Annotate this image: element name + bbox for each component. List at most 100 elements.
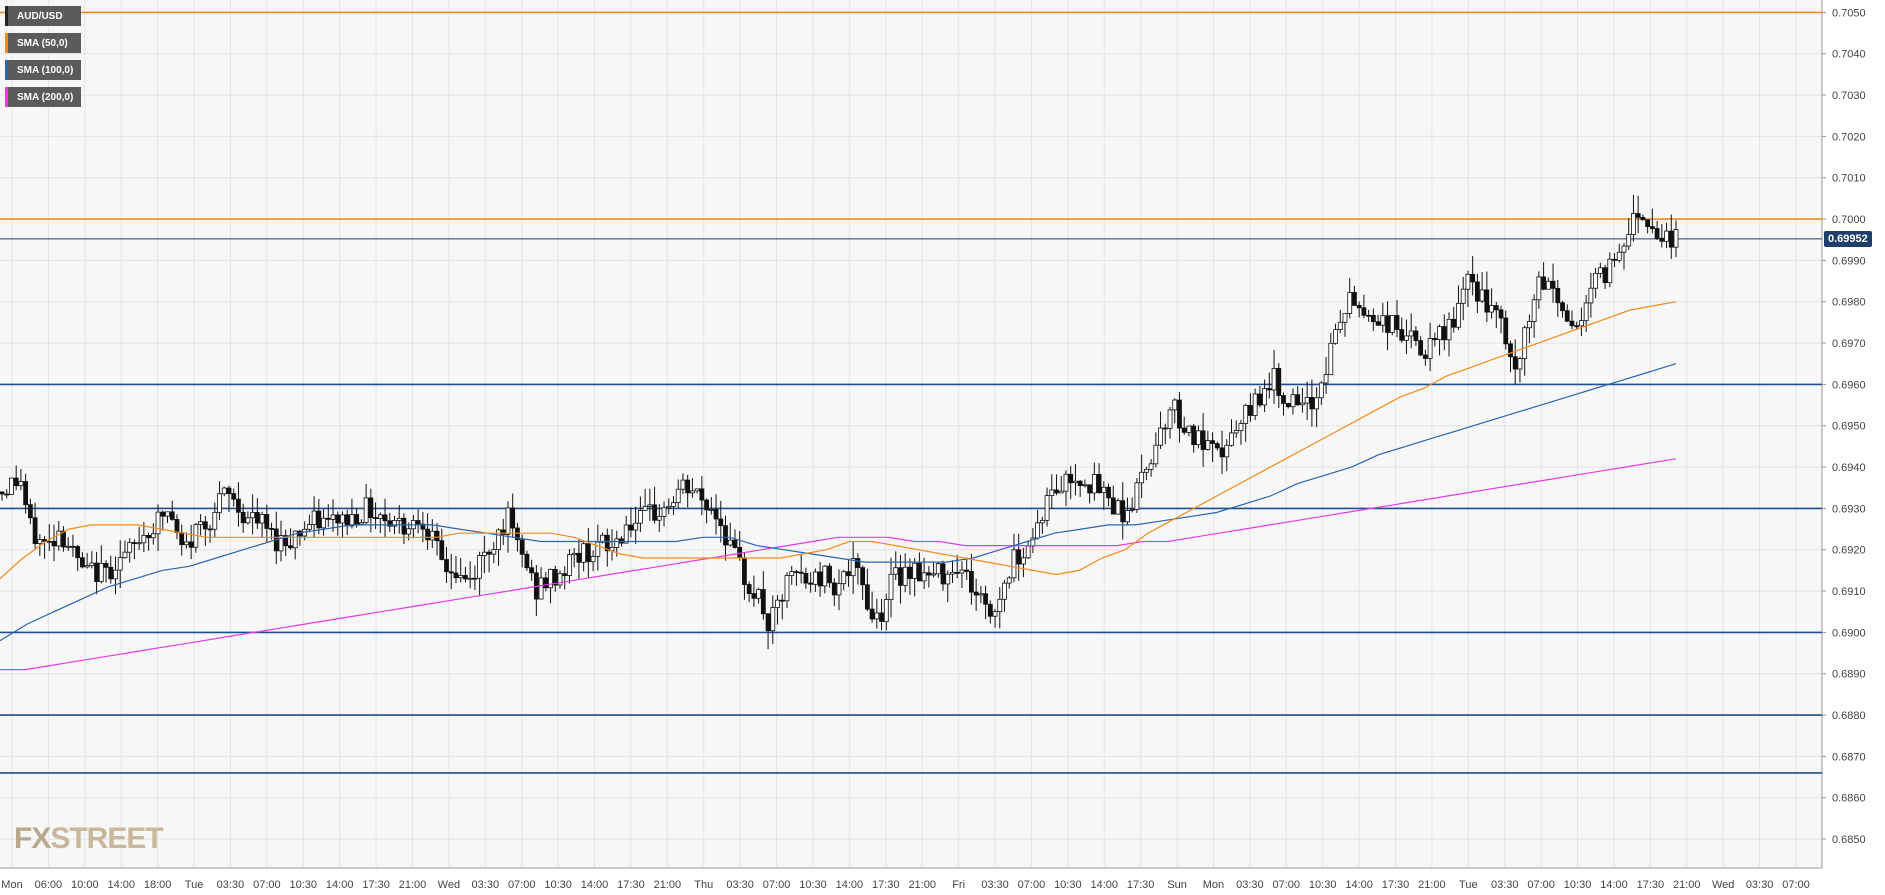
bullish-candle [1049,489,1055,497]
bearish-candle [415,520,421,525]
bearish-candle [1418,340,1424,356]
bearish-candle [463,575,468,580]
bearish-candle [794,571,799,574]
y-tick-label: 0.6940 [1832,462,1866,474]
bullish-candle [931,573,936,576]
bullish-candle [571,552,577,556]
bullish-candle [1318,382,1324,399]
bullish-candle [1427,338,1433,359]
x-tick-label: Mon [1,879,22,891]
bearish-candle [723,525,728,546]
bullish-candle [136,542,142,545]
bullish-candle [1006,577,1012,584]
bullish-candle [1489,305,1494,313]
bearish-candle [1564,310,1570,322]
bearish-candle [628,524,634,531]
bullish-candle [1195,430,1201,446]
bullish-candle [1323,374,1329,384]
bullish-candle [429,530,435,541]
x-tick-label: 14:00 [581,879,609,891]
bullish-candle [1262,388,1267,406]
bullish-candle [675,488,681,504]
bearish-candle [869,608,875,620]
bearish-candle [529,567,535,574]
bullish-candle [98,562,104,582]
bullish-candle [1588,287,1594,304]
bullish-candle [1333,329,1338,344]
bearish-candle [604,534,610,552]
bearish-candle [1016,549,1022,565]
bullish-candle [212,511,218,530]
bullish-candle [340,514,345,524]
legend-item-sma200[interactable]: SMA (200,0) [5,87,82,107]
x-tick-label: 10:30 [544,879,572,891]
bearish-candle [524,553,530,569]
bullish-candle [184,541,189,546]
bearish-candle [685,479,691,494]
legend-item-sma100[interactable]: SMA (100,0) [5,60,82,80]
bullish-candle [1328,342,1334,376]
bullish-candle [1101,486,1107,493]
bullish-candle [1058,490,1064,494]
bullish-candle [1446,318,1452,341]
legend-label: AUD/USD [17,10,63,22]
bullish-candle [770,607,776,632]
bearish-candle [108,566,114,580]
bullish-candle [1021,557,1026,565]
x-tick-label: 03:30 [1746,879,1774,891]
x-tick-label: 17:30 [617,879,645,891]
bullish-candle [1153,444,1159,465]
bearish-candle [1451,318,1457,328]
x-tick-label: 03:30 [472,879,500,891]
bearish-candle [439,540,445,560]
x-tick-label: Wed [438,879,460,891]
bullish-candle [1039,519,1045,524]
legend-swatch-sma50 [5,33,8,53]
bullish-candle [1243,404,1249,424]
bearish-candle [207,528,213,531]
bearish-candle [1248,404,1253,416]
x-tick-label: 07:00 [1018,879,1046,891]
bearish-candle [1370,315,1376,323]
y-tick-label: 0.7030 [1832,90,1866,102]
bearish-candle [420,523,426,530]
bullish-candle [1460,288,1466,304]
bullish-candle [600,534,605,543]
bullish-candle [330,514,336,520]
bearish-candle [1649,226,1655,229]
bearish-candle [1356,304,1362,309]
bearish-candle [425,528,430,541]
bearish-candle [1210,440,1215,444]
bullish-candle [1621,245,1627,253]
bullish-candle [1545,280,1551,290]
x-tick-label: 03:30 [1491,879,1519,891]
y-tick-label: 0.7040 [1832,49,1866,61]
plot-background [0,0,1822,868]
bearish-candle [510,507,516,529]
bullish-candle [666,505,672,509]
bullish-candle [789,571,795,576]
legend-item-sma50[interactable]: SMA (50,0) [5,33,82,53]
x-tick-label: 14:00 [836,879,864,891]
bearish-candle [699,488,705,501]
bullish-candle [18,481,24,487]
x-tick-label: 17:30 [1637,879,1665,891]
bullish-candle [893,567,899,575]
bullish-candle [1673,229,1679,248]
bearish-candle [1550,280,1556,289]
bearish-candle [79,557,85,568]
bullish-candle [1342,313,1348,323]
bearish-candle [254,512,260,524]
bearish-candle [1508,343,1513,358]
x-tick-label: 21:00 [399,879,427,891]
x-tick-label: 17:30 [1127,879,1155,891]
bearish-candle [1470,273,1476,283]
bullish-candle [221,487,227,495]
bearish-candle [1498,309,1504,319]
bullish-candle [65,545,71,548]
bearish-candle [860,567,866,586]
bullish-candle [1002,582,1007,600]
legend-item-pair[interactable]: AUD/USD [5,6,82,26]
bullish-candle [1129,509,1135,511]
x-tick-label: 07:00 [1782,879,1810,891]
